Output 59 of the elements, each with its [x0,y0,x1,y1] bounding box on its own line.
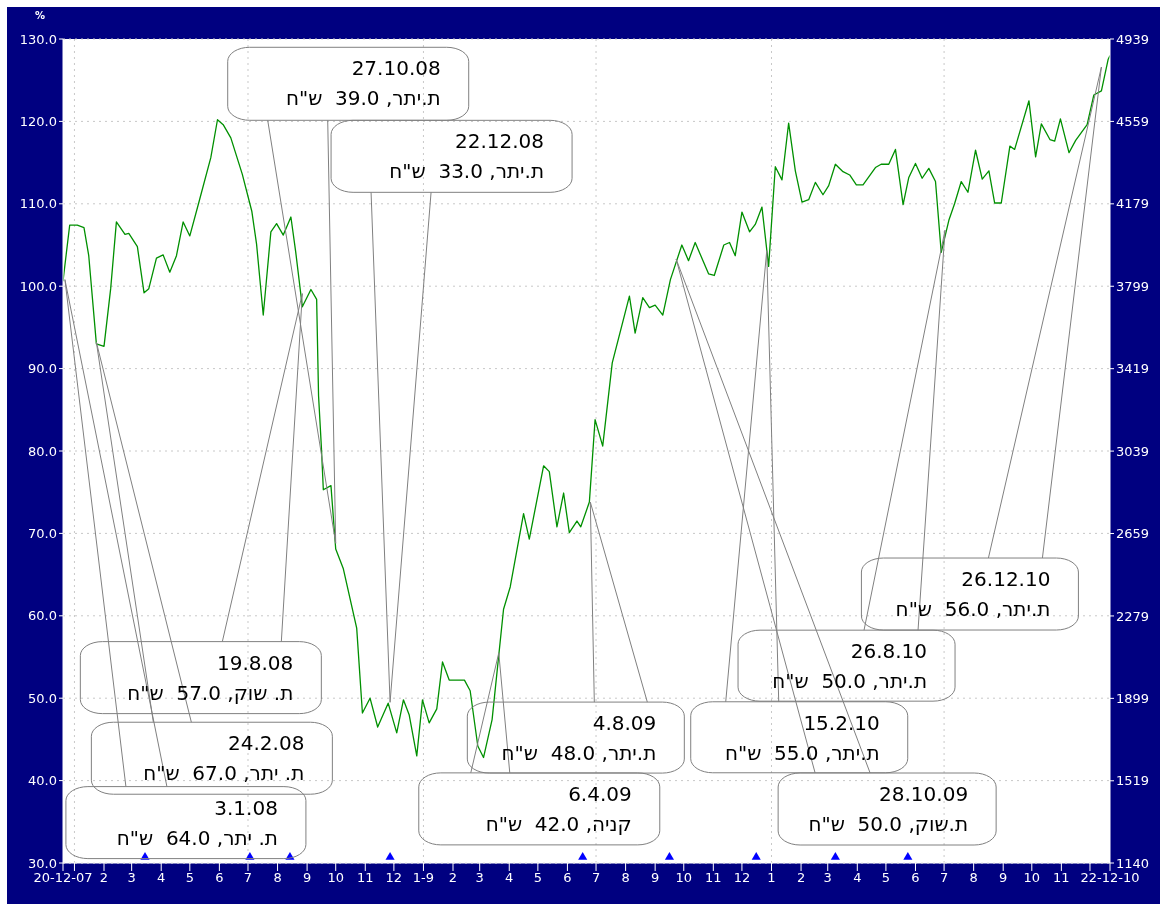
y-axis-title: % [35,10,46,21]
y-tick-label: 30.0 [28,855,57,871]
x-tick-label: 1-9 [412,870,435,886]
y-tick-label: 100.0 [19,278,57,294]
y2-tick-label: 1140 [1116,855,1150,871]
x-tick-label: 8 [273,870,282,886]
x-tick-label: 4 [853,870,862,886]
y-tick-label: 70.0 [28,526,57,542]
y2-tick-label: 3419 [1116,361,1150,377]
y2-tick-label: 1519 [1116,773,1150,789]
x-tick-label: 8 [969,870,978,886]
x-tick-label: 5 [881,870,891,886]
x-tick-label: 9 [651,870,660,886]
y2-tick-label: 2659 [1116,526,1150,542]
x-tick-label: 10 [1023,870,1041,886]
y2-tick-label: 4559 [1116,114,1150,130]
x-tick-label: 5 [533,870,543,886]
x-tick-label: 2 [99,870,109,886]
x-tick-label: 10 [675,870,693,886]
y2-tick-label: 4939 [1116,31,1150,47]
x-tick-label: 6 [563,870,572,886]
x-tick-label: 8 [621,870,630,886]
y-tick-label: 90.0 [28,361,57,377]
x-tick-label: 1 [767,870,776,886]
y2-tick-label: 4179 [1116,196,1150,212]
x-tick-label: 12 [385,870,403,886]
x-tick-label: 9 [302,870,312,886]
x-tick-label: 2 [448,870,458,886]
x-tick-label: 7 [591,870,601,886]
x-tick-label: 20-12-07 [33,870,93,886]
y-tick-label: 80.0 [28,443,57,459]
y-tick-label: 120.0 [19,114,57,130]
x-tick-label: 11 [1053,870,1070,886]
y2-tick-label: 1899 [1116,690,1150,706]
x-tick-label: 22-12-10 [1080,870,1140,886]
x-tick-label: 4 [157,870,166,886]
x-tick-label: 7 [243,870,253,886]
x-tick-label: 6 [911,870,920,886]
x-tick-label: 3 [475,870,484,886]
y2-tick-label: 3799 [1116,278,1150,294]
y-tick-label: 110.0 [19,196,57,212]
x-tick-label: 2 [796,870,806,886]
x-tick-label: 9 [999,870,1008,886]
y-tick-label: 60.0 [28,608,57,624]
x-tick-label: 11 [357,870,374,886]
x-tick-label: 11 [705,870,722,886]
y-tick-label: 130.0 [19,31,57,47]
y-tick-label: 40.0 [28,773,57,789]
x-tick-label: 3 [127,870,136,886]
x-tick-label: 6 [215,870,224,886]
y-tick-label: 50.0 [28,690,57,706]
x-tick-label: 3 [823,870,832,886]
y2-tick-label: 3039 [1116,443,1150,459]
x-tick-label: 10 [327,870,344,886]
x-tick-label: 4 [505,870,514,886]
y2-tick-label: 2279 [1116,608,1150,624]
x-tick-label: 7 [939,870,949,886]
x-tick-label: 5 [185,870,194,886]
x-tick-label: 12 [733,870,751,886]
